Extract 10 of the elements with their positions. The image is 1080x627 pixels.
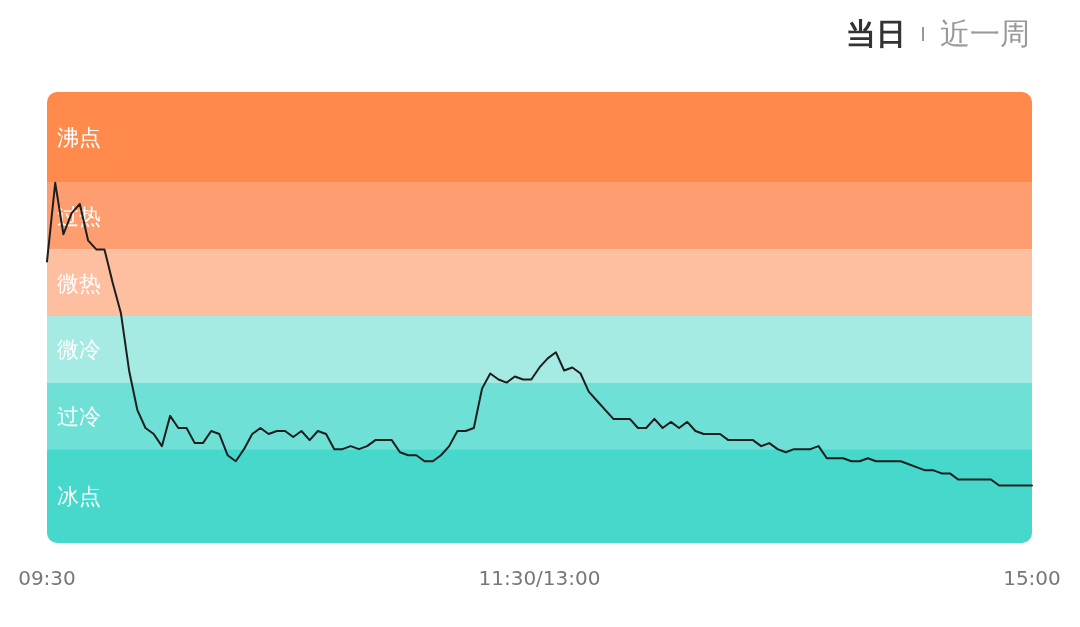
band-label: 微热 <box>57 270 101 296</box>
text: 当日 <box>846 16 906 51</box>
x-tick-label: 11:30/13:00 <box>478 566 601 590</box>
x-tick-label: 09:30 <box>18 566 76 590</box>
band-label: 沸点 <box>57 125 101 151</box>
x-tick-label: 15:00 <box>1003 566 1061 590</box>
text: 近一周 <box>940 16 1030 51</box>
band-label: 过冷 <box>57 403 101 429</box>
band-label: 微冷 <box>57 337 101 363</box>
band-label: 冰点 <box>57 484 101 510</box>
